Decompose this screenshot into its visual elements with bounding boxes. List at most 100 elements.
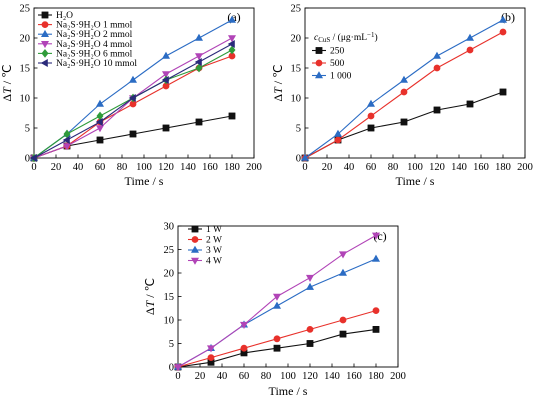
legend-item: 500 — [312, 59, 345, 69]
legend-marker — [191, 236, 199, 243]
data-point — [62, 143, 72, 151]
data-point — [339, 330, 347, 338]
y-tick-label: 30 — [164, 222, 175, 233]
y-tick-label: 20 — [164, 269, 175, 280]
legend-item: 250 — [312, 47, 345, 57]
series-4 — [173, 232, 381, 372]
data-point — [338, 251, 348, 259]
x-tick-label: 20 — [51, 162, 62, 173]
x-tick-label: 120 — [302, 371, 318, 382]
data-point — [95, 125, 105, 133]
x-tick-label: 80 — [117, 162, 128, 173]
y-tick-label: 5 — [25, 124, 30, 135]
y-axis-title: ΔT / ℃ — [271, 64, 285, 101]
x-tick-label: 100 — [280, 371, 296, 382]
data-point — [240, 344, 248, 352]
panel-a: 0 20 40 60 80 100 120 140 160 180 200 0 5 10 15 20 25 Tim… — [0, 4, 262, 188]
data-point — [29, 153, 37, 163]
data-point — [195, 118, 203, 126]
data-point — [371, 254, 381, 262]
data-point — [366, 99, 376, 107]
data-point — [272, 293, 282, 301]
x-tick-label: 180 — [368, 371, 384, 382]
legend: 1 W2 W3 W4 W — [188, 225, 222, 267]
data-point — [227, 39, 235, 49]
data-point — [161, 51, 171, 59]
legend-marker — [41, 21, 49, 28]
legend-item: 1 W — [188, 225, 222, 235]
legend-label: 1 000 — [330, 72, 352, 82]
series-6 — [29, 39, 235, 163]
panel-tag: (c) — [373, 229, 386, 243]
x-tick-label: 160 — [202, 162, 218, 173]
data-point — [466, 46, 474, 54]
legend-marker — [40, 40, 50, 49]
y-tick-label: 10 — [164, 316, 175, 327]
x-tick-label: 60 — [366, 162, 377, 173]
y-tick-label: 0 — [169, 363, 174, 374]
data-point — [273, 335, 281, 343]
legend-item: Na₂S·9H₂O 1 mmol — [38, 21, 133, 31]
x-tick-label: 200 — [246, 162, 262, 173]
x-tick-label: 40 — [217, 371, 228, 382]
data-point — [465, 33, 475, 41]
x-tick-label: 160 — [473, 162, 489, 173]
data-point — [95, 117, 103, 127]
data-point — [498, 15, 508, 23]
y-tick-label: 0 — [296, 154, 301, 165]
data-point — [227, 15, 237, 23]
legend-marker — [315, 47, 323, 54]
data-point — [399, 75, 409, 83]
y-tick-label: 15 — [20, 64, 31, 75]
data-point — [466, 100, 474, 108]
y-tick-label: 10 — [20, 94, 31, 105]
data-point — [367, 112, 375, 120]
data-point — [306, 340, 314, 347]
legend-marker — [314, 71, 324, 79]
x-tick-label: 40 — [344, 162, 355, 173]
legend-marker — [315, 59, 323, 67]
x-tick-label: 200 — [517, 162, 533, 173]
x-tick-label: 120 — [429, 162, 445, 173]
x-axis-title: Time / s — [269, 384, 308, 398]
data-point — [228, 45, 236, 55]
data-point — [128, 75, 138, 83]
x-tick-label: 80 — [388, 162, 399, 173]
data-point — [195, 63, 203, 73]
legend-marker — [41, 11, 49, 19]
data-point — [206, 345, 216, 353]
x-tick-label: 20 — [195, 371, 206, 382]
y-tick-label: 25 — [291, 4, 302, 15]
data-point — [306, 325, 314, 333]
x-tick-label: 40 — [73, 162, 84, 173]
x-tick-label: 200 — [390, 371, 406, 382]
x-tick-label: 20 — [322, 162, 333, 173]
series-3 — [300, 15, 508, 161]
data-point — [338, 268, 348, 276]
data-point — [400, 88, 408, 96]
legend-label: Na₂S·9H₂O 2 mmol — [56, 30, 133, 40]
x-tick-label: 140 — [180, 162, 196, 173]
data-point — [162, 124, 170, 132]
legend-label: H₂O — [56, 11, 73, 21]
legend-label: 500 — [330, 59, 345, 69]
legend-label: Na₂S·9H₂O 6 mmol — [56, 49, 133, 59]
y-tick-label: 0 — [25, 154, 30, 165]
x-axis-title: Time / s — [396, 174, 435, 188]
x-tick-label: 0 — [31, 162, 36, 173]
y-tick-label: 25 — [20, 4, 31, 15]
legend-item: Na₂S·9H₂O 4 mmol — [38, 40, 133, 50]
y-axis-title: ΔT / ℃ — [143, 278, 157, 315]
y-tick-label: 10 — [291, 94, 302, 105]
y-tick-label: 25 — [164, 245, 175, 256]
data-point — [194, 57, 202, 67]
legend-marker — [191, 225, 199, 233]
x-tick-label: 180 — [224, 162, 240, 173]
data-point — [128, 93, 136, 103]
x-tick-label: 180 — [495, 162, 511, 173]
x-tick-label: 0 — [302, 162, 307, 173]
data-point — [173, 364, 183, 372]
data-point — [433, 106, 441, 114]
